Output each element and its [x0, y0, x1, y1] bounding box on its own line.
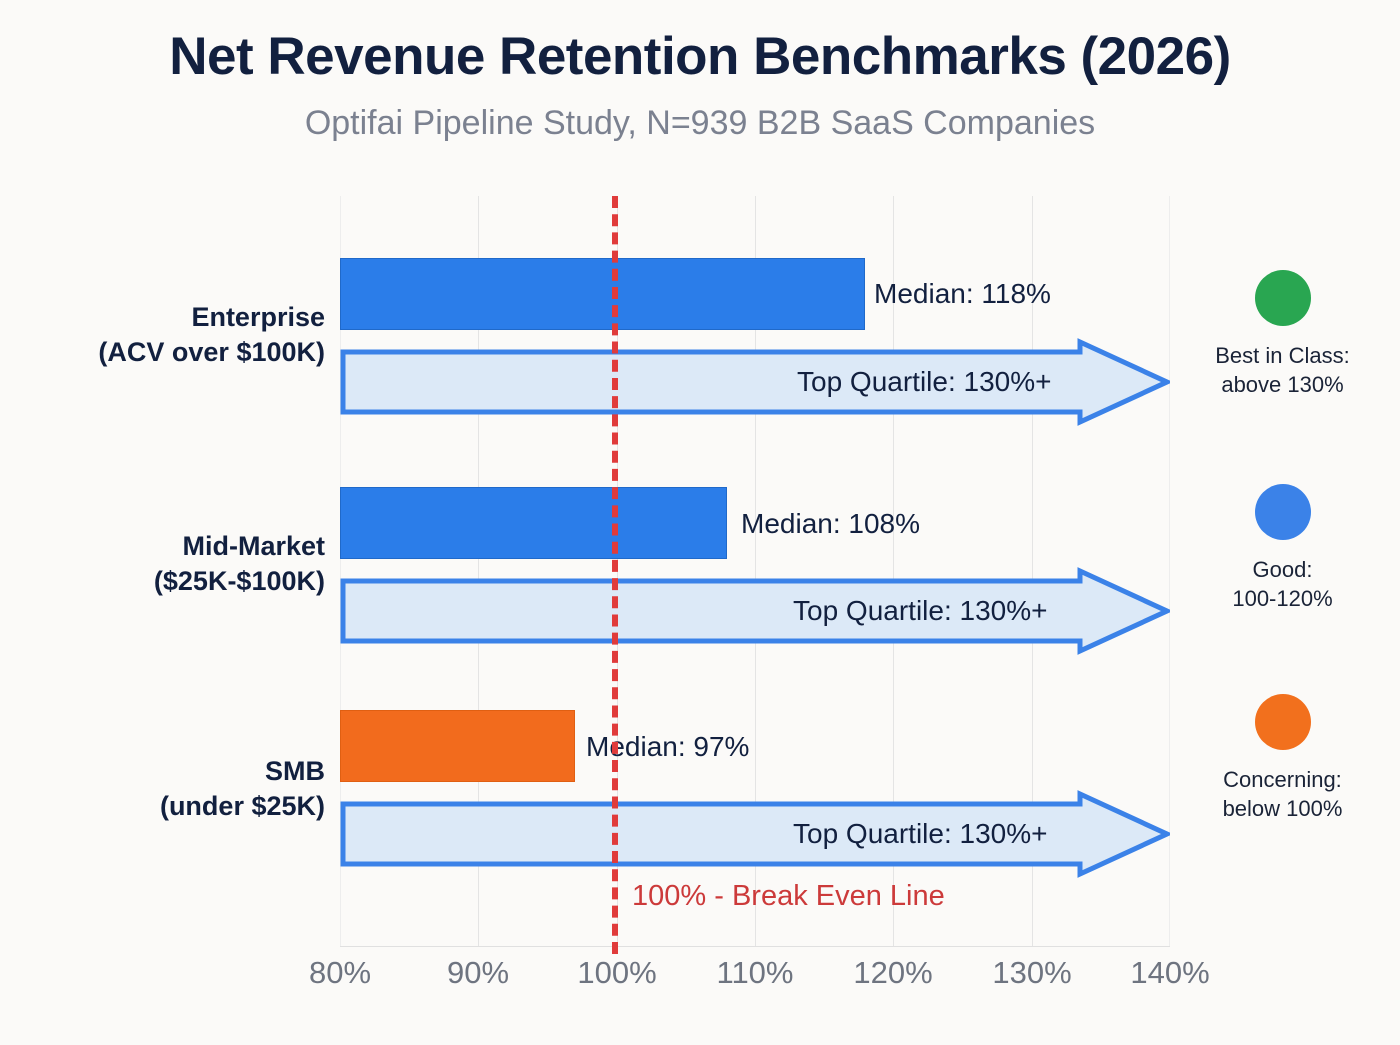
xtick-140: 140%	[1130, 955, 1210, 990]
xtick-110: 110%	[716, 955, 794, 990]
breakeven-label: 100% - Break Even Line	[632, 880, 945, 912]
median-label-enterprise: Median: 118%	[874, 278, 1051, 309]
page-title: Net Revenue Retention Benchmarks (2026)	[169, 27, 1231, 86]
legend-label-good-line1: Good:	[1252, 557, 1313, 582]
legend-label-best-in-class-line1: Best in Class:	[1215, 343, 1350, 368]
category-label-mid-market-line2: ($25K-$100K)	[153, 565, 325, 596]
median-bar-enterprise[interactable]	[340, 258, 865, 330]
breakeven-reference-line	[612, 196, 618, 954]
category-label-mid-market-line1: Mid-Market	[182, 531, 325, 561]
legend-dot-blue-icon	[1254, 484, 1311, 540]
legend-label-concerning-line2: below 100%	[1222, 795, 1343, 821]
median-label-smb: Median: 97%	[586, 731, 750, 762]
legend-label-concerning-line1: Concerning:	[1223, 767, 1342, 792]
gridline-130	[1032, 196, 1033, 946]
xtick-130: 130%	[992, 955, 1072, 990]
xtick-90: 90%	[446, 955, 510, 990]
legend-dot-orange-icon	[1254, 694, 1311, 750]
legend-dot-green-icon	[1254, 270, 1311, 326]
quartile-label-smb: Top Quartile: 130%+	[793, 818, 1048, 849]
median-bar-mid-market[interactable]	[340, 487, 727, 559]
x-axis-line	[340, 946, 1170, 947]
category-label-smb-line2: (under $25K)	[159, 790, 325, 821]
median-bar-smb[interactable]	[340, 710, 575, 782]
legend-label-best-in-class-line2: above 130%	[1221, 371, 1344, 397]
gridline-140	[1169, 196, 1170, 946]
legend-label-good: Good: 100-120%	[1190, 556, 1375, 613]
category-label-smb: SMB (under $25K)	[0, 754, 325, 823]
gridline-80	[340, 196, 341, 946]
legend-item-good[interactable]: Good: 100-120%	[1190, 484, 1375, 613]
quartile-arrow-mid-market[interactable]	[340, 567, 1170, 655]
xtick-80: 80%	[308, 955, 372, 990]
quartile-arrow-enterprise[interactable]	[340, 338, 1170, 426]
legend-item-best-in-class[interactable]: Best in Class: above 130%	[1190, 270, 1375, 399]
category-label-mid-market: Mid-Market ($25K-$100K)	[0, 529, 325, 598]
category-label-enterprise-line2: (ACV over $100K)	[98, 336, 325, 367]
legend-label-best-in-class: Best in Class: above 130%	[1190, 342, 1375, 399]
chart-subtitle: Optifai Pipeline Study, N=939 B2B SaaS C…	[304, 104, 1096, 142]
gridline-110	[755, 196, 756, 946]
quartile-arrow-smb[interactable]	[340, 790, 1170, 878]
xtick-100: 100%	[577, 955, 657, 990]
gridline-120	[893, 196, 894, 946]
gridline-90	[478, 196, 479, 946]
quartile-label-enterprise: Top Quartile: 130%+	[797, 366, 1052, 397]
quartile-label-mid-market: Top Quartile: 130%+	[793, 595, 1048, 626]
category-label-enterprise-line1: Enterprise	[191, 302, 325, 332]
xtick-120: 120%	[853, 955, 933, 990]
legend-label-concerning: Concerning: below 100%	[1190, 766, 1375, 823]
category-label-enterprise: Enterprise (ACV over $100K)	[0, 300, 325, 369]
legend-label-good-line2: 100-120%	[1232, 585, 1333, 611]
median-label-mid-market: Median: 108%	[741, 508, 921, 539]
category-label-smb-line1: SMB	[265, 756, 325, 786]
legend-item-concerning[interactable]: Concerning: below 100%	[1190, 694, 1375, 823]
